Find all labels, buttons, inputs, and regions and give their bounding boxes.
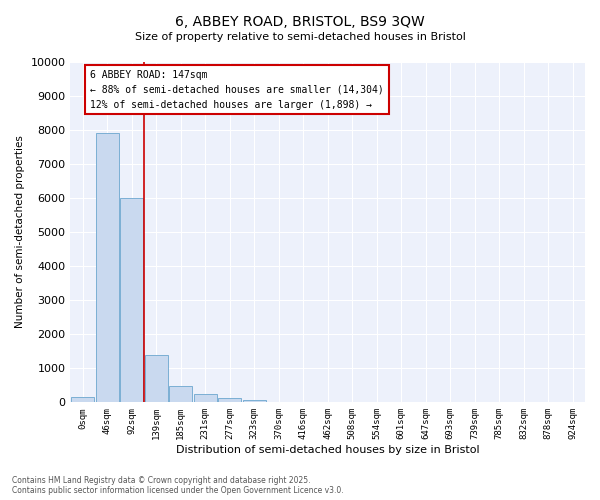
Y-axis label: Number of semi-detached properties: Number of semi-detached properties (15, 136, 25, 328)
Bar (218, 398, 241, 402)
Bar (145, 356, 168, 403)
Text: 6 ABBEY ROAD: 147sqm
← 88% of semi-detached houses are smaller (14,304)
12% of s: 6 ABBEY ROAD: 147sqm ← 88% of semi-detac… (90, 70, 384, 110)
Text: Contains HM Land Registry data © Crown copyright and database right 2025.
Contai: Contains HM Land Registry data © Crown c… (12, 476, 344, 495)
Bar (194, 394, 217, 402)
Bar (120, 198, 143, 402)
Text: Size of property relative to semi-detached houses in Bristol: Size of property relative to semi-detach… (134, 32, 466, 42)
Bar (71, 397, 94, 402)
Bar (95, 133, 119, 402)
Bar (242, 400, 266, 402)
X-axis label: Distribution of semi-detached houses by size in Bristol: Distribution of semi-detached houses by … (176, 445, 479, 455)
Text: 6, ABBEY ROAD, BRISTOL, BS9 3QW: 6, ABBEY ROAD, BRISTOL, BS9 3QW (175, 15, 425, 29)
Bar (169, 386, 193, 402)
